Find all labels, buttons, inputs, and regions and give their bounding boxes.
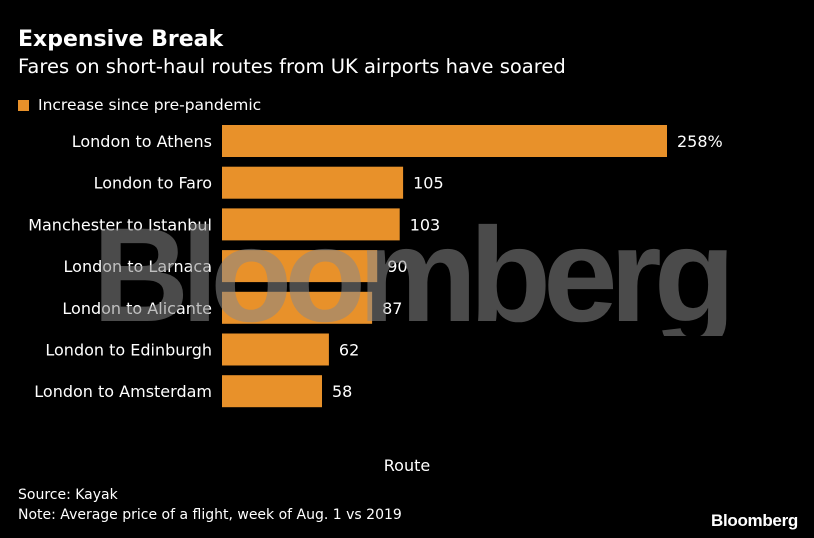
value-label: 87 bbox=[382, 299, 402, 318]
value-label: 258% bbox=[677, 132, 723, 151]
category-label: London to Amsterdam bbox=[34, 382, 212, 401]
category-label: Manchester to Istanbul bbox=[28, 215, 212, 234]
value-label: 103 bbox=[410, 215, 441, 234]
x-axis-label: Route bbox=[0, 455, 814, 477]
bar bbox=[222, 291, 373, 324]
value-label: 90 bbox=[387, 257, 407, 276]
bar bbox=[222, 125, 667, 157]
bloomberg-logo: Bloomberg bbox=[710, 511, 798, 530]
value-label: 62 bbox=[339, 341, 359, 360]
category-label: London to Athens bbox=[72, 132, 212, 151]
category-label: London to Alicante bbox=[62, 299, 212, 318]
bar bbox=[222, 208, 400, 241]
category-label: London to Faro bbox=[94, 174, 212, 193]
category-label: London to Larnaca bbox=[64, 257, 212, 276]
chart-subtitle: Fares on short-haul routes from UK airpo… bbox=[18, 55, 566, 78]
value-label: 58 bbox=[332, 382, 352, 401]
x-axis-label-text: Route bbox=[383, 456, 431, 475]
bar bbox=[222, 166, 404, 199]
category-label: London to Edinburgh bbox=[45, 341, 212, 360]
legend: Increase since pre-pandemic bbox=[18, 94, 261, 116]
bars-layer: London to Athens 258% London to Faro 105 Man… bbox=[28, 125, 723, 408]
source-text: Source: Kayak bbox=[18, 487, 118, 503]
chart-title: Expensive Break bbox=[18, 27, 224, 52]
bar bbox=[222, 250, 378, 283]
legend-label: Increase since pre-pandemic bbox=[38, 96, 262, 114]
bar bbox=[222, 375, 322, 408]
legend-swatch bbox=[18, 99, 29, 111]
note-text: Note: Average price of a flight, week of… bbox=[18, 507, 402, 523]
bar bbox=[222, 333, 329, 366]
value-label: 105 bbox=[413, 174, 444, 193]
